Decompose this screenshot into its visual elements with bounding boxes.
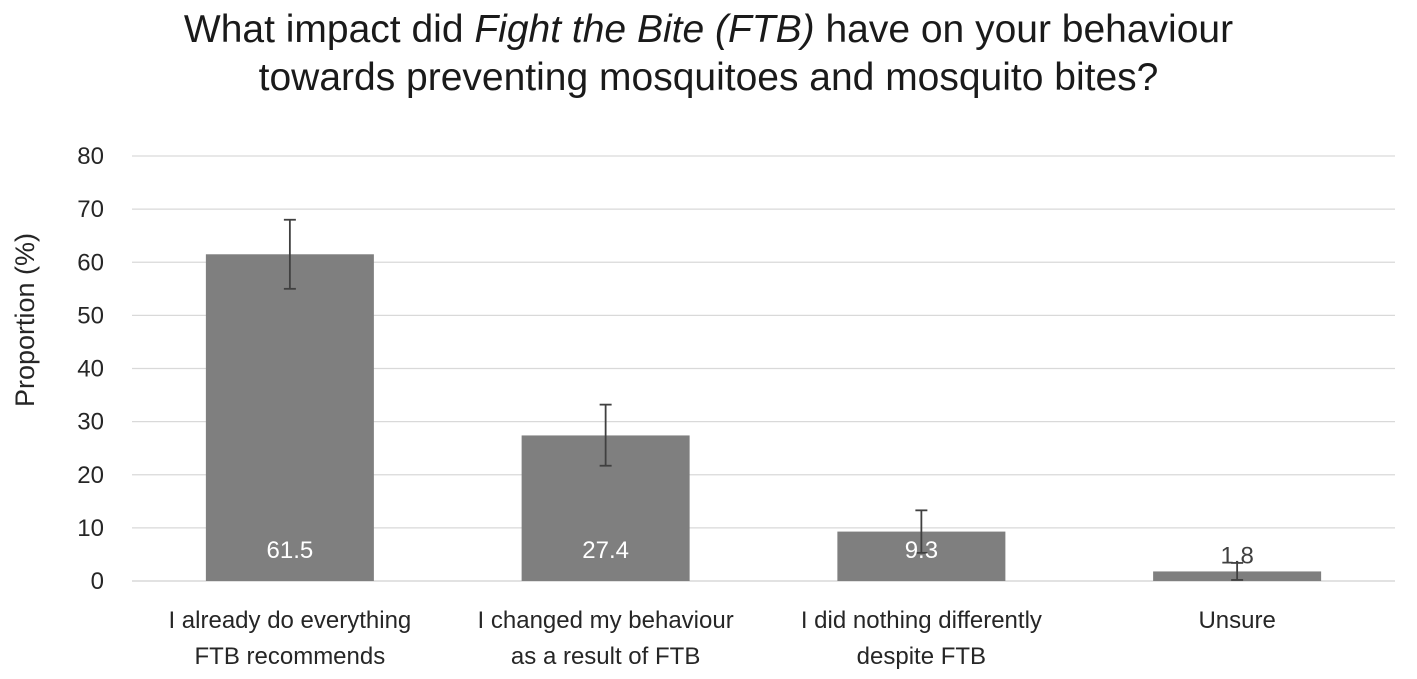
error-bars	[283, 218, 1244, 581]
x-category-label: I changed my behaviour	[478, 607, 734, 634]
y-axis-ticks: 0 10 20 30 40 50 60 70 80	[77, 143, 104, 595]
x-category-label: as a result of FTB	[511, 643, 700, 670]
y-tick-label: 70	[77, 196, 104, 223]
y-tick-label: 0	[91, 568, 104, 595]
x-axis-categories: I already do everything FTB recommends I c…	[168, 607, 1275, 670]
x-category-label: FTB recommends	[195, 643, 386, 670]
error-bar	[283, 218, 296, 290]
chart-title-line-2: towards preventing mosquitoes and mosqui…	[258, 56, 1159, 99]
chart-title-part: have on your behaviour	[814, 8, 1234, 51]
y-tick-label: 30	[77, 409, 104, 436]
y-tick-label: 50	[77, 302, 104, 329]
chart-title-part: What impact did	[183, 8, 475, 51]
error-bar	[599, 403, 612, 467]
error-bar	[915, 509, 928, 554]
data-label: 27.4	[582, 537, 629, 564]
x-category-label: Unsure	[1198, 607, 1275, 634]
chart-title-italic-part: Fight the Bite (FTB)	[474, 8, 815, 51]
x-category-label: despite FTB	[857, 643, 986, 670]
x-category-label: I did nothing differently	[801, 607, 1042, 634]
data-labels: 61.5 27.4 9.3 1.8	[267, 537, 1254, 569]
y-tick-label: 60	[77, 249, 104, 276]
bars	[205, 254, 1322, 581]
chart-title: What impact did Fight the Bite (FTB) hav…	[0, 0, 1417, 102]
error-bar	[1231, 562, 1244, 581]
y-axis-label: Proportion (%)	[10, 233, 40, 407]
y-tick-label: 80	[77, 143, 104, 170]
data-label: 9.3	[905, 537, 938, 564]
data-label: 61.5	[267, 537, 314, 564]
y-tick-label: 10	[77, 515, 104, 542]
data-label: 1.8	[1220, 542, 1253, 569]
x-category-label: I already do everything	[168, 607, 411, 634]
y-tick-label: 20	[77, 462, 104, 489]
y-tick-label: 40	[77, 356, 104, 383]
chart-title-line-1: What impact did Fight the Bite (FTB) hav…	[0, 6, 1417, 54]
bar	[205, 254, 374, 581]
